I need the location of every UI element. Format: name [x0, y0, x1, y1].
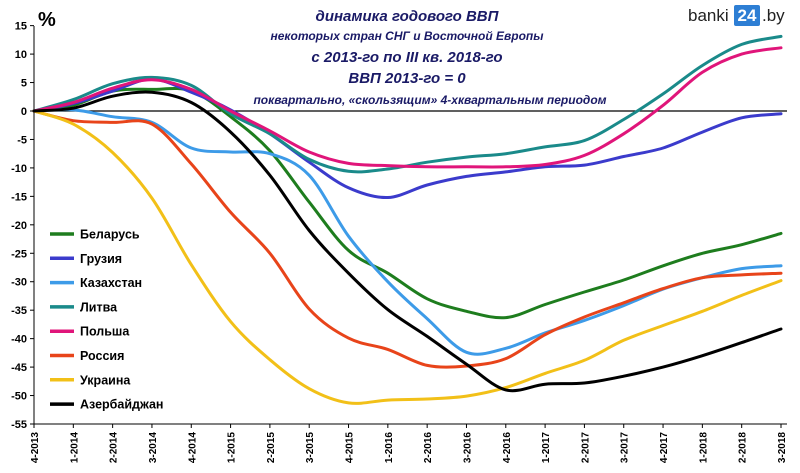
legend-label: Литва: [80, 300, 118, 314]
y-tick-label: -35: [11, 305, 27, 317]
legend: Беларусь Грузия Казахстан Литва Польша Россия…: [50, 228, 163, 412]
x-tick-label: 3-2017: [620, 432, 631, 464]
x-tick-label: 4-2015: [345, 432, 356, 464]
y-tick-label: -25: [11, 248, 27, 260]
x-tick-label: 2-2015: [266, 432, 277, 464]
chart-subtitle-1: некоторых стран СНГ и Восточной Европы: [270, 29, 544, 43]
x-tick-label: 3-2015: [305, 432, 316, 464]
legend-label: Казахстан: [80, 276, 142, 290]
brand-logo: banki 24 .by: [688, 5, 785, 26]
x-tick-label: 4-2016: [502, 432, 513, 464]
x-tick-label: 3-2016: [462, 432, 473, 464]
series-line-5: [32, 109, 783, 369]
legend-label: Россия: [80, 349, 124, 363]
brand-prefix: banki: [688, 6, 729, 25]
y-tick-label: -45: [11, 362, 27, 374]
y-tick-label: 15: [15, 21, 27, 33]
x-tick-label: 1-2015: [227, 432, 238, 464]
x-tick-label: 4-2014: [187, 432, 198, 464]
y-tick-label: 0: [21, 106, 27, 118]
legend-label: Беларусь: [80, 228, 140, 242]
x-tick-label: 1-2017: [541, 432, 552, 464]
y-tick-label: -5: [17, 134, 27, 146]
legend-label: Украина: [80, 373, 131, 387]
series-line-4: [32, 46, 783, 169]
brand-suffix: .by: [762, 6, 785, 25]
axes: 151050-5-10-15-20-25-30-35-40-45-50-554-…: [11, 21, 788, 464]
series-line-7: [32, 90, 783, 393]
x-tick-label: 2-2016: [423, 432, 434, 464]
chart-title-block: динамика годового ВВП некоторых стран СН…: [253, 8, 606, 107]
y-tick-label: -40: [11, 334, 27, 346]
legend-label: Польша: [80, 325, 130, 339]
x-tick-label: 3-2014: [148, 432, 159, 464]
series-line-0: [32, 87, 783, 320]
series-line-6: [32, 109, 783, 405]
legend-label: Грузия: [80, 252, 122, 266]
x-tick-label: 4-2013: [30, 432, 41, 464]
y-tick-label: -15: [11, 191, 27, 203]
y-tick-label: -30: [11, 277, 27, 289]
x-tick-label: 2-2018: [738, 432, 749, 464]
brand-number: 24: [738, 6, 757, 25]
y-tick-label: -55: [11, 419, 27, 431]
y-tick-label: -20: [11, 220, 27, 232]
y-tick-label: -50: [11, 391, 27, 403]
series-lines: [32, 34, 783, 405]
legend-label: Азербайджан: [80, 398, 163, 412]
x-tick-label: 2-2014: [109, 432, 120, 464]
chart-subtitle-2: с 2013-го по III кв. 2018-го: [311, 49, 502, 66]
x-tick-label: 1-2018: [698, 432, 709, 464]
x-tick-label: 2-2017: [580, 432, 591, 464]
chart-title: динамика годового ВВП: [316, 8, 500, 25]
brand-badge: [734, 5, 760, 26]
unit-label: %: [38, 9, 56, 31]
y-tick-label: -10: [11, 163, 27, 175]
x-tick-label: 4-2017: [659, 432, 670, 464]
x-tick-label: 3-2018: [777, 432, 788, 464]
y-tick-label: 10: [15, 49, 27, 61]
chart-subtitle-4: поквартально, «скользящим» 4-хквартальны…: [253, 93, 606, 107]
x-tick-label: 1-2014: [69, 432, 80, 464]
x-tick-label: 1-2016: [384, 432, 395, 464]
chart-subtitle-3: ВВП 2013-го = 0: [348, 70, 466, 87]
y-tick-label: 5: [21, 78, 27, 90]
